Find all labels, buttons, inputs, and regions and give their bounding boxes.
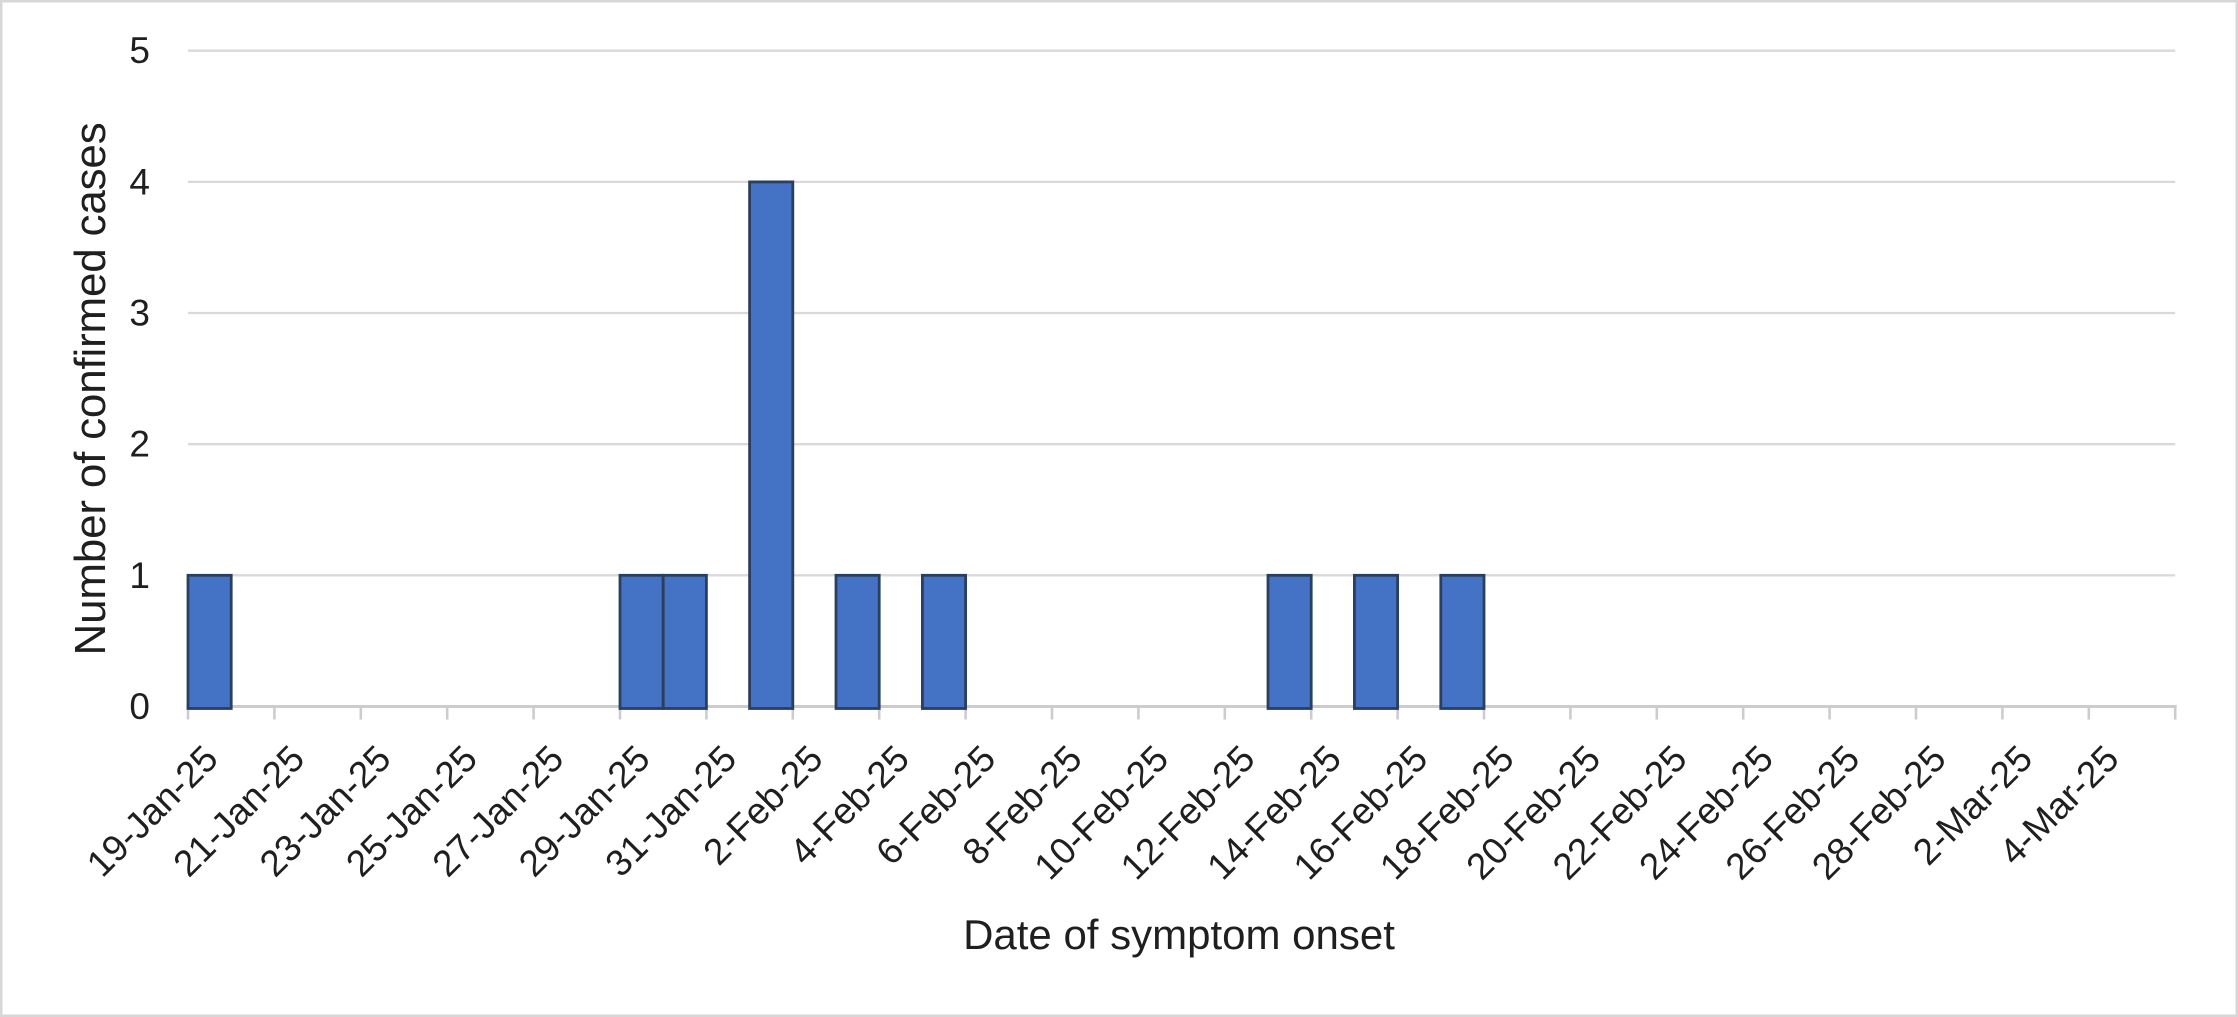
svg-text:2: 2	[129, 424, 150, 465]
svg-text:1: 1	[129, 555, 150, 596]
svg-text:4: 4	[129, 161, 150, 202]
svg-text:3: 3	[129, 293, 150, 334]
svg-text:5: 5	[129, 30, 150, 71]
svg-text:0: 0	[129, 686, 150, 727]
svg-text:Number of confirmed cases: Number of confirmed cases	[66, 123, 115, 656]
svg-text:Date of symptom onset: Date of symptom onset	[963, 911, 1395, 958]
